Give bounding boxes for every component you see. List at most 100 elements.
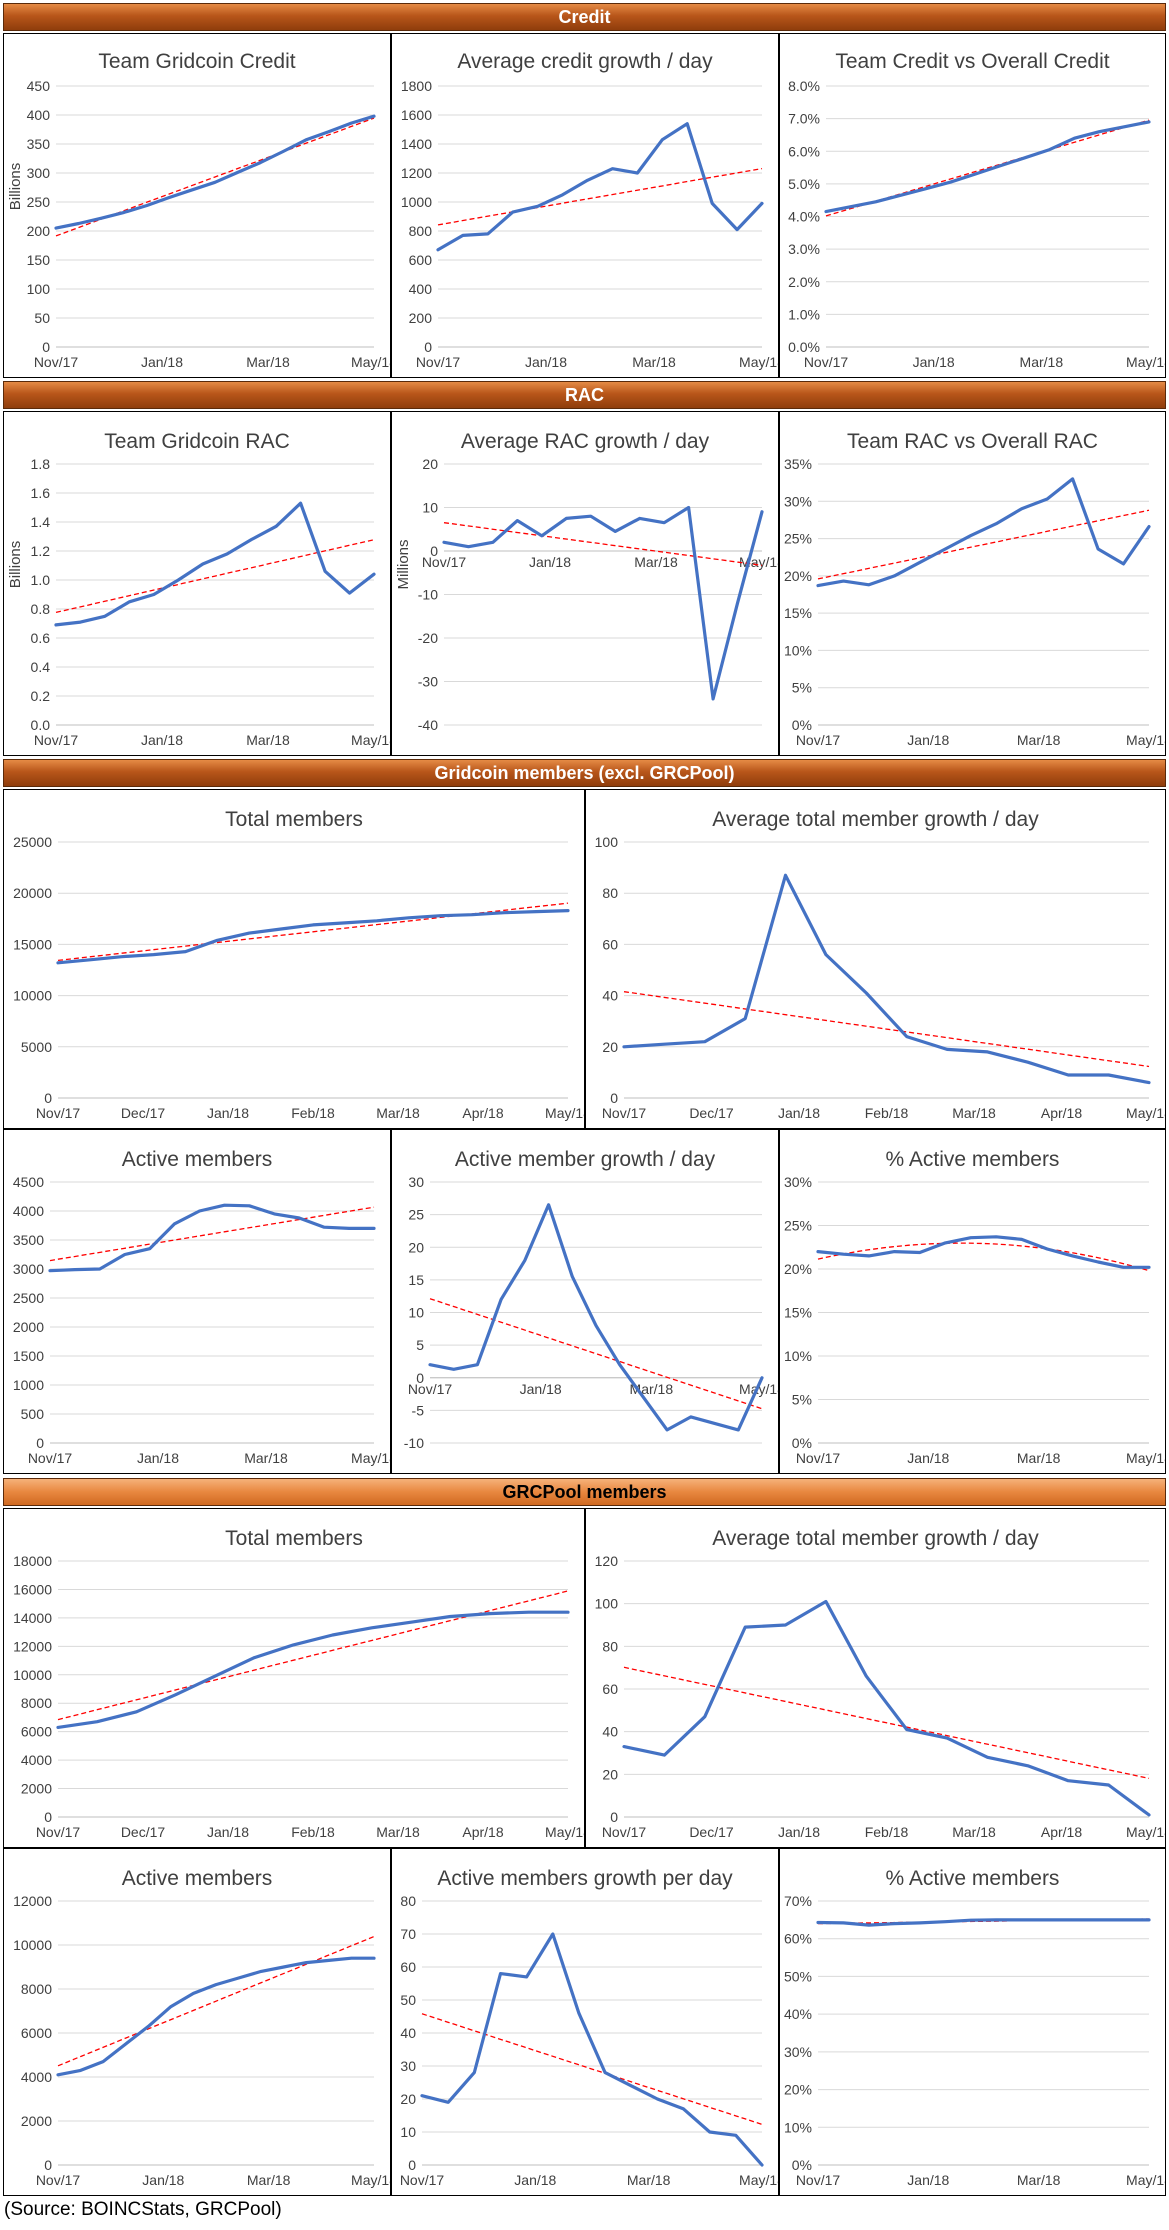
y-tick-label: 10% — [784, 1348, 812, 1364]
data-point — [945, 1736, 949, 1740]
chart-plot: 0 500 1000 1500 2000 2500 3000 3500 4000 4500 Nov/… — [13, 1174, 390, 1466]
data-point — [995, 1918, 998, 1922]
data-point — [713, 1422, 716, 1425]
data-point — [152, 953, 155, 956]
chart-team-credit-vs-overall: Team Credit vs Overall Credit 0.0% 1.0% 2.… — [779, 33, 1166, 378]
x-tick-label: Feb/18 — [865, 1824, 909, 1840]
data-point — [120, 955, 123, 958]
data-point — [536, 205, 539, 208]
data-point — [1020, 1918, 1023, 1922]
y-tick-label: 35% — [784, 456, 812, 472]
y-tick-label: 120 — [595, 1553, 619, 1569]
data-point — [949, 181, 952, 184]
data-point — [98, 1267, 102, 1271]
y-tick-label: 1800 — [401, 78, 432, 94]
data-point — [708, 2130, 711, 2134]
series-line — [56, 908, 570, 965]
data-point — [824, 1600, 828, 1603]
data-point — [874, 200, 877, 204]
y-tick-label: 0 — [42, 339, 50, 355]
chart-title: Team Credit vs Overall Credit — [835, 50, 1110, 73]
trendline — [429, 1298, 763, 1410]
x-tick-label: May/18 — [351, 354, 390, 370]
x-tick-label: Jan/18 — [207, 1105, 249, 1121]
chart-grcpool-pct-active: % Active members 0% 10% 20% 30% 40% 50% 60% 70%… — [779, 1848, 1166, 2196]
data-point — [88, 958, 92, 961]
trendline — [817, 509, 1150, 580]
data-point — [618, 1363, 621, 1366]
data-point — [184, 950, 187, 953]
chart-gridcoin-active-members: Active members 0 500 1000 1500 2000 2500 3000 3… — [3, 1129, 391, 1474]
data-point — [350, 121, 353, 125]
data-point — [79, 620, 82, 624]
data-point — [682, 2107, 685, 2111]
chart-title: Team Gridcoin RAC — [104, 430, 290, 453]
series-line — [54, 114, 376, 230]
y-tick-label: 200 — [409, 310, 433, 326]
y-tick-label: 8.0% — [788, 78, 820, 94]
x-tick-label: Mar/18 — [246, 354, 290, 370]
y-tick-label: 60 — [602, 936, 618, 952]
data-point — [213, 181, 217, 184]
x-tick-label: May/18 — [739, 2172, 778, 2188]
data-point — [198, 1209, 201, 1213]
y-tick-label: 4000 — [13, 1203, 44, 1219]
data-point — [551, 1932, 554, 1936]
data-point — [743, 1017, 747, 1020]
data-point — [611, 167, 614, 170]
chart-plot: 0.0% 1.0% 2.0% 3.0% 4.0% 5.0% 6.0% 7.0% 8.0% Nov/… — [788, 78, 1165, 370]
data-point — [1071, 1918, 1074, 1922]
y-tick-label: 80 — [602, 1638, 618, 1654]
y-tick-label: 10 — [400, 2124, 416, 2140]
data-point — [407, 916, 410, 919]
data-point — [322, 1226, 326, 1229]
series-line — [816, 477, 1151, 588]
y-tick-label: 25 — [408, 1207, 424, 1223]
y-tick-label: 10 — [408, 1305, 424, 1321]
y-tick-label: 150 — [27, 252, 51, 268]
data-point — [636, 171, 639, 175]
chart-plot: 0 200 400 600 800 1000 1200 1400 1600 1800 Nov/17 J… — [401, 78, 778, 370]
chart-title: Total members — [225, 808, 363, 831]
data-point — [865, 991, 868, 995]
x-tick-label: Nov/17 — [602, 1824, 647, 1840]
y-tick-label: 25000 — [13, 834, 52, 850]
y-tick-label: 20% — [784, 568, 812, 584]
chart-average-rac-growth: Average RAC growth / day -40 -30 -20 -10 0 10… — [391, 411, 779, 756]
data-point — [995, 522, 998, 525]
data-point — [665, 1428, 669, 1432]
x-tick-label: Mar/18 — [1017, 2172, 1061, 2188]
data-point — [409, 1620, 413, 1624]
y-tick-label: 0% — [792, 1435, 812, 1451]
trendline — [57, 1935, 375, 2067]
data-point — [527, 1611, 530, 1614]
x-tick-label: Jan/18 — [907, 2172, 949, 2188]
data-point — [281, 150, 285, 153]
data-point — [274, 525, 278, 528]
y-tick-label: 10000 — [13, 1937, 52, 1953]
data-point — [214, 1983, 218, 1986]
x-tick-label: Nov/17 — [36, 2172, 81, 2188]
data-point — [614, 530, 617, 533]
x-tick-label: Mar/18 — [632, 354, 676, 370]
data-point — [816, 1250, 820, 1253]
data-point — [969, 534, 972, 537]
chart-plot: 0 10 20 30 40 50 60 70 80 Nov/17 Jan/18 Mar/18 May/1… — [400, 1893, 778, 2188]
data-point — [323, 570, 327, 573]
chart-plot: 0 2000 4000 6000 8000 10000 12000 14000 16000 180… — [13, 1553, 584, 1840]
y-tick-label: 10000 — [13, 988, 52, 1004]
x-tick-label: May/18 — [739, 354, 778, 370]
y-tick-label: 20 — [602, 1039, 618, 1055]
chart-title: Average RAC growth / day — [460, 430, 710, 453]
data-point — [173, 1222, 176, 1225]
x-tick-label: May/18 — [1126, 1450, 1165, 1466]
data-point — [446, 2101, 450, 2104]
data-point — [760, 510, 764, 514]
chart-title: Team RAC vs Overall RAC — [847, 430, 1098, 453]
data-point — [304, 138, 308, 142]
x-tick-label: Jan/18 — [142, 2172, 184, 2188]
chart-title: Average total member growth / day — [712, 1527, 1039, 1550]
chart-gridcoin-member-growth: Average total member growth / day 0 20 40 6… — [585, 789, 1166, 1129]
data-point — [842, 1253, 845, 1256]
y-tick-label: 1600 — [401, 107, 432, 123]
